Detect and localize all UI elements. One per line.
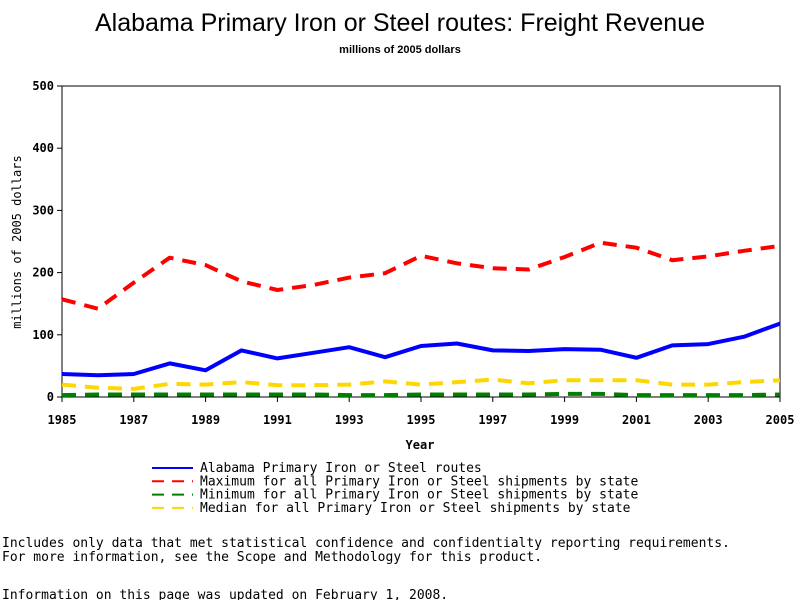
footnote-confidentiality: Includes only data that met statistical …	[2, 536, 730, 551]
series-lines	[61, 240, 781, 398]
series-line-0	[61, 321, 781, 378]
plot-area-frame	[61, 85, 781, 398]
x-tick-label: 1987	[119, 413, 148, 427]
x-tick-label: 1991	[263, 413, 292, 427]
series-line-3	[61, 377, 781, 391]
y-axis-label: millions of 2005 dollars	[10, 155, 24, 328]
legend-label: Maximum for all Primary Iron or Steel sh…	[200, 474, 638, 489]
x-tick-label: 1985	[48, 413, 77, 427]
x-axis: 1985 1987 1989 1991 1993 1995 1997 1999 2001 2003…	[48, 397, 795, 427]
x-tick-label: 2005	[766, 413, 795, 427]
y-tick-label: 100	[32, 328, 54, 342]
y-tick-label: 300	[32, 203, 54, 217]
y-tick-label: 200	[32, 266, 54, 280]
legend-label: Minimum for all Primary Iron or Steel sh…	[200, 488, 638, 503]
footnote-updated: Information on this page was updated on …	[2, 588, 448, 600]
x-tick-label: 1999	[550, 413, 579, 427]
chart-title: Alabama Primary Iron or Steel routes: Fr…	[95, 9, 705, 37]
x-axis-label: Year	[406, 438, 435, 452]
y-tick-label: 0	[47, 390, 54, 404]
x-tick-label: 1989	[191, 413, 220, 427]
x-tick-label: 2001	[622, 413, 651, 427]
series-line-1	[61, 240, 781, 311]
legend-label: Median for all Primary Iron or Steel shi…	[200, 501, 631, 516]
series-line-2	[61, 391, 781, 398]
legend: Alabama Primary Iron or Steel routesMaxi…	[152, 461, 638, 516]
x-tick-label: 2003	[694, 413, 723, 427]
y-tick-label: 400	[32, 141, 54, 155]
y-axis: 0 100 200 300 400 500	[32, 79, 62, 404]
legend-label: Alabama Primary Iron or Steel routes	[200, 461, 482, 476]
y-tick-label: 500	[32, 79, 54, 93]
chart-subtitle: millions of 2005 dollars	[339, 44, 461, 56]
x-tick-label: 1995	[407, 413, 436, 427]
x-tick-label: 1997	[478, 413, 507, 427]
x-tick-label: 1993	[335, 413, 364, 427]
footnote-methodology: For more information, see the Scope and …	[2, 550, 542, 565]
